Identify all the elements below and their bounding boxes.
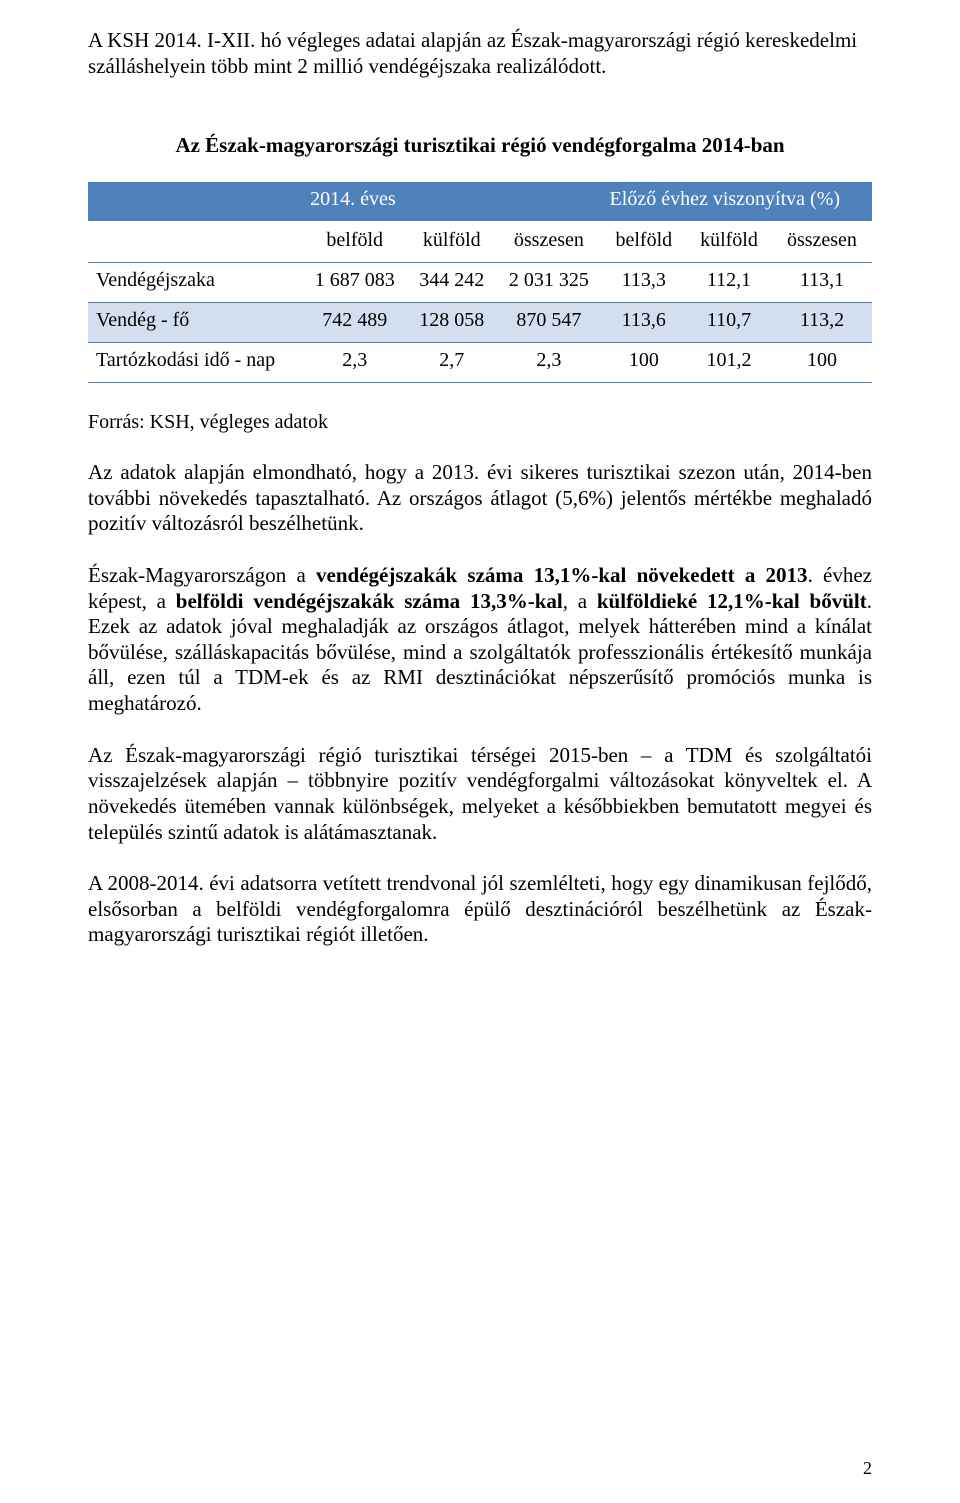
p2-bold: belföldi vendégéjszakák száma 13,3%-kal	[176, 589, 563, 613]
cell: 113,2	[772, 303, 872, 343]
table-row: Tartózkodási idő - nap 2,3 2,7 2,3 100 1…	[88, 343, 872, 383]
body-paragraph-4: A 2008-2014. évi adatsorra vetített tren…	[88, 871, 872, 948]
body-paragraph-1: Az adatok alapján elmondható, hogy a 201…	[88, 460, 872, 537]
cell: 742 489	[302, 303, 407, 343]
row-label: Vendég - fő	[88, 303, 302, 343]
cell: 2,3	[496, 343, 601, 383]
cell: 113,6	[602, 303, 687, 343]
subheader: belföld	[602, 222, 687, 263]
table-header-group-row: 2014. éves Előző évhez viszonyítva (%)	[88, 182, 872, 222]
table-subheader-row: belföld külföld összesen belföld külföld…	[88, 222, 872, 263]
p2-bold: külföldieké 12,1%-kal bővült	[597, 589, 867, 613]
row-label: Tartózkodási idő - nap	[88, 343, 302, 383]
cell: 2,7	[407, 343, 496, 383]
cell: 128 058	[407, 303, 496, 343]
cell: 100	[772, 343, 872, 383]
cell: 101,2	[686, 343, 772, 383]
subheader: összesen	[772, 222, 872, 263]
table-title: Az Észak-magyarországi turisztikai régió…	[88, 133, 872, 158]
subheader: külföld	[686, 222, 772, 263]
cell: 870 547	[496, 303, 601, 343]
body-paragraph-3: Az Észak-magyarországi régió turisztikai…	[88, 743, 872, 845]
p2-bold: vendégéjszakák száma 13,1%-kal növekedet…	[316, 563, 808, 587]
cell: 110,7	[686, 303, 772, 343]
cell: 112,1	[686, 263, 772, 303]
cell: 113,3	[602, 263, 687, 303]
p2-text: , a	[563, 589, 597, 613]
group-header-right: Előző évhez viszonyítva (%)	[602, 182, 872, 222]
cell: 1 687 083	[302, 263, 407, 303]
cell: 2 031 325	[496, 263, 601, 303]
subheader: külföld	[407, 222, 496, 263]
page-number: 2	[863, 1458, 872, 1479]
cell: 2,3	[302, 343, 407, 383]
table-row: Vendégéjszaka 1 687 083 344 242 2 031 32…	[88, 263, 872, 303]
subheader: belföld	[302, 222, 407, 263]
cell: 100	[602, 343, 687, 383]
cell: 113,1	[772, 263, 872, 303]
table-source: Forrás: KSH, végleges adatok	[88, 411, 872, 434]
p2-text: Észak-Magyarországon a	[88, 563, 316, 587]
table-blank-header	[88, 182, 302, 222]
row-label: Vendégéjszaka	[88, 263, 302, 303]
group-header-left: 2014. éves	[302, 182, 601, 222]
table-row: Vendég - fő 742 489 128 058 870 547 113,…	[88, 303, 872, 343]
intro-paragraph: A KSH 2014. I-XII. hó végleges adatai al…	[88, 28, 872, 79]
cell: 344 242	[407, 263, 496, 303]
body-paragraph-2: Észak-Magyarországon a vendégéjszakák sz…	[88, 563, 872, 717]
tourism-table: 2014. éves Előző évhez viszonyítva (%) b…	[88, 182, 872, 383]
subheader: összesen	[496, 222, 601, 263]
subheader-blank	[88, 222, 302, 263]
